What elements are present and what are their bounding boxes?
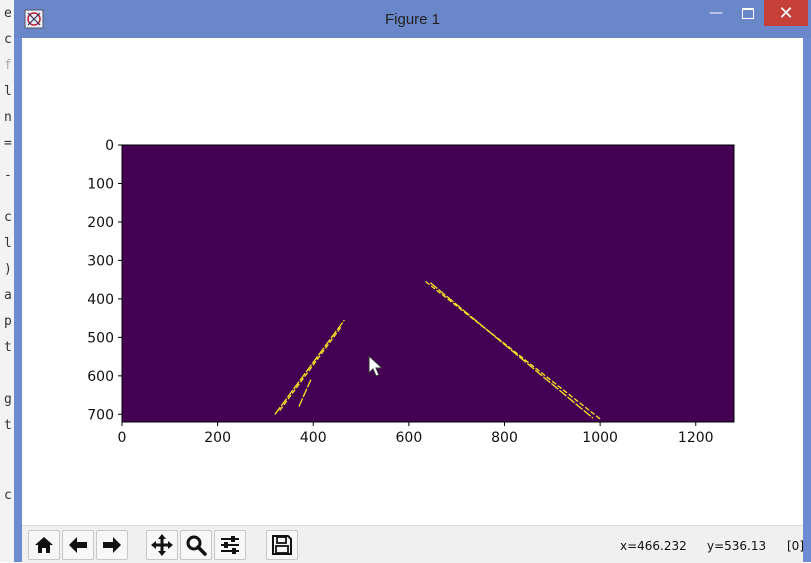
- y-tick-label: 200: [87, 215, 114, 231]
- close-icon: ✕: [778, 2, 794, 24]
- figure-canvas[interactable]: 0 200 400 600 800 1000 1200 0 100 200 300 400 500 60…: [22, 38, 804, 563]
- x-tick-label: 200: [204, 430, 231, 446]
- matplotlib-app-icon: [24, 9, 44, 29]
- y-coordinate-readout: y=536.13: [707, 539, 767, 553]
- window-title: Figure 1: [384, 11, 441, 28]
- editor-char: ): [4, 262, 12, 277]
- back-button[interactable]: [62, 530, 94, 560]
- edge-line: [425, 281, 601, 420]
- x-tick-label: 400: [300, 430, 327, 446]
- editor-char: -: [4, 168, 12, 183]
- editor-char: f: [4, 58, 12, 73]
- minimize-icon: —: [709, 5, 723, 21]
- x-tick-label: 0: [118, 430, 127, 446]
- arrow-right-icon: [103, 537, 121, 553]
- x-axis: 0 200 400 600 800 1000 1200: [118, 422, 714, 446]
- y-tick-label: 0: [105, 138, 114, 154]
- y-tick-label: 500: [87, 330, 114, 346]
- pixel-value-readout: [0]: [787, 539, 804, 553]
- y-tick-label: 300: [87, 253, 114, 269]
- forward-button[interactable]: [96, 530, 128, 560]
- editor-char: n: [4, 110, 12, 125]
- editor-char: l: [4, 236, 12, 251]
- arrow-left-icon: [69, 537, 87, 553]
- editor-char: g: [4, 392, 12, 407]
- x-tick-label: 800: [491, 430, 518, 446]
- editor-char: t: [4, 340, 12, 355]
- title-bar[interactable]: Figure 1 — ✕: [14, 0, 811, 38]
- editor-char: c: [4, 32, 12, 47]
- edge-line: [274, 319, 345, 415]
- maximize-button[interactable]: [732, 0, 764, 26]
- editor-char: =: [4, 136, 12, 151]
- search-icon: [186, 535, 207, 556]
- save-button[interactable]: [266, 530, 298, 560]
- x-tick-label: 1000: [582, 430, 618, 446]
- floppy-icon: [272, 535, 292, 555]
- maximize-icon: [742, 7, 754, 19]
- edge-line: [298, 379, 312, 407]
- navigation-toolbar: x=466.232 y=536.13 [0]: [22, 525, 804, 563]
- editor-char: t: [4, 418, 12, 433]
- zoom-button[interactable]: [180, 530, 212, 560]
- x-tick-label: 600: [396, 430, 423, 446]
- y-tick-label: 700: [87, 407, 114, 423]
- axes-frame: [121, 144, 735, 423]
- editor-char: c: [4, 488, 12, 503]
- edge-line: [429, 282, 594, 419]
- close-button[interactable]: ✕: [764, 0, 808, 26]
- editor-char: p: [4, 314, 12, 329]
- edge-lines: [274, 281, 601, 420]
- configure-subplots-button[interactable]: [214, 530, 246, 560]
- y-tick-label: 100: [87, 176, 114, 192]
- move-icon: [151, 534, 173, 556]
- y-tick-label: 600: [87, 369, 114, 385]
- y-tick-label: 400: [87, 292, 114, 308]
- home-button[interactable]: [28, 530, 60, 560]
- minimize-button[interactable]: —: [700, 0, 732, 26]
- edge-line: [279, 325, 343, 411]
- editor-char: l: [4, 84, 12, 99]
- editor-char: c: [4, 210, 12, 225]
- editor-char: e: [4, 6, 12, 21]
- home-icon: [35, 537, 53, 553]
- mouse-cursor-icon: [368, 354, 384, 377]
- edge-image-plot[interactable]: 0 200 400 600 800 1000 1200 0 100 200 300 400 500 60…: [22, 38, 803, 525]
- x-coordinate-readout: x=466.232: [620, 539, 687, 553]
- editor-char: a: [4, 288, 12, 303]
- figure-window: Figure 1 — ✕ 0 200 400 600 800 1000 1200 0 100 2…: [14, 0, 811, 563]
- y-axis: 0 100 200 300 400 500 600 700: [87, 138, 122, 423]
- sliders-icon: [221, 536, 239, 554]
- pan-button[interactable]: [146, 530, 178, 560]
- x-tick-label: 1200: [678, 430, 714, 446]
